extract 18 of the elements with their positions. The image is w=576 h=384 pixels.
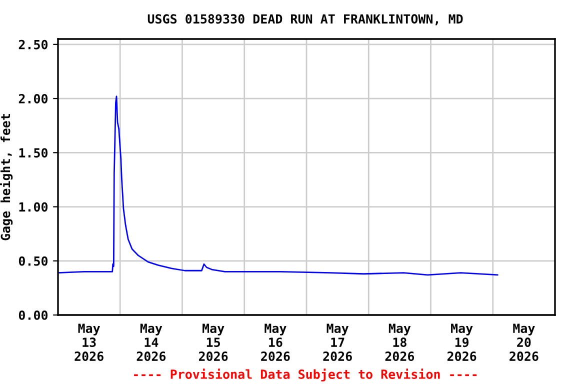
y-tick-label: 0.50 (18, 256, 48, 266)
x-tick-label: May 18 2026 (385, 324, 414, 362)
x-tick-label: May 16 2026 (261, 324, 290, 362)
x-tick-label: May 19 2026 (447, 324, 476, 362)
y-tick-label: 2.00 (18, 94, 48, 104)
y-axis-title: Gage height, feet (0, 114, 13, 240)
x-tick-label: May 20 2026 (510, 324, 538, 362)
x-tick-label: May 13 2026 (74, 324, 104, 362)
y-tick-label: 0.00 (18, 310, 48, 320)
x-tick-label: May 15 2026 (198, 324, 228, 362)
x-tick-label: May 14 2026 (136, 324, 166, 362)
y-tick-label: 1.00 (19, 202, 48, 212)
y-tick-label: 2.50 (18, 40, 48, 50)
chart-title: USGS 01589330 DEAD RUN AT FRANKLINTOWN, MD (148, 14, 463, 26)
x-tick-label: May 17 2026 (323, 324, 352, 362)
y-tick-label: 1.50 (19, 148, 48, 158)
text: ---- Provisional Data Subject to Revision ---- (134, 368, 477, 382)
line-series (58, 96, 498, 276)
